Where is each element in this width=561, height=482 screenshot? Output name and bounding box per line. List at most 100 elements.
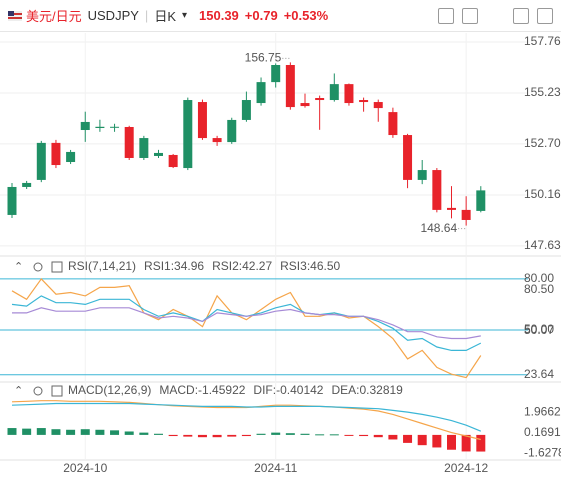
x-tick-label: 2024-11 xyxy=(254,461,297,475)
histogram-bar xyxy=(110,430,120,435)
histogram-bar xyxy=(22,428,32,435)
period-caret[interactable]: ▾ xyxy=(181,10,188,21)
candle-body xyxy=(403,135,413,180)
indicator-line xyxy=(11,295,482,351)
candle-body xyxy=(417,170,427,180)
candle-body xyxy=(95,126,105,128)
candle-body xyxy=(388,112,398,136)
histogram-bar xyxy=(183,434,193,437)
histogram-bar xyxy=(359,434,369,437)
high-annotation: 156.75 xyxy=(245,51,282,65)
histogram-bar xyxy=(256,433,266,435)
y-tick-label: 23.64 xyxy=(524,367,554,381)
histogram-bar xyxy=(227,434,237,437)
candle-body xyxy=(22,182,32,187)
candle-body xyxy=(359,100,369,103)
candle-body xyxy=(271,65,281,83)
low-annotation: 148.64 xyxy=(420,221,457,235)
histogram-bar xyxy=(476,434,486,452)
period[interactable]: 日K xyxy=(154,9,176,24)
panel-title: RSI(7,14,21) xyxy=(68,259,136,273)
indicator-button[interactable] xyxy=(462,8,478,24)
histogram-bar xyxy=(417,434,427,446)
legend-entry: MACD:-1.45922 xyxy=(159,383,245,397)
histogram-bar xyxy=(271,432,281,435)
candle-body xyxy=(110,126,120,128)
candle-body xyxy=(373,102,383,109)
indicator-line xyxy=(11,277,482,379)
y-tick-label: 147.63 xyxy=(524,238,561,252)
histogram-bar xyxy=(168,434,178,437)
candle-body xyxy=(256,82,266,104)
candle-body xyxy=(183,100,193,169)
candle-body xyxy=(241,100,251,120)
macd-controls[interactable]: ⌃ xyxy=(14,385,63,397)
histogram-bar xyxy=(241,434,251,437)
candle-type-button[interactable] xyxy=(537,8,553,24)
change-pct: +0.53% xyxy=(283,8,329,23)
candle-body xyxy=(285,65,295,108)
histogram-bar xyxy=(36,428,46,435)
legend-entry: RSI3:46.50 xyxy=(280,259,340,273)
y-tick-label: 152.70 xyxy=(524,136,561,150)
histogram-bar xyxy=(432,434,442,448)
y-tick-label: 50.00 xyxy=(524,322,554,336)
candle-body xyxy=(461,209,471,220)
candle-body xyxy=(447,207,456,210)
legend-entry: DEA:0.32819 xyxy=(331,383,403,397)
legend-entry: RSI1:34.96 xyxy=(144,259,204,273)
candle-body xyxy=(227,119,237,143)
x-tick-label: 2024-10 xyxy=(63,461,107,475)
histogram-bar xyxy=(95,429,105,435)
y-tick-label: 80.00 xyxy=(524,271,554,285)
candle-body xyxy=(154,152,163,156)
candle-body xyxy=(315,98,325,101)
expand-button[interactable] xyxy=(513,8,529,24)
histogram-bar xyxy=(447,434,456,450)
histogram-bar xyxy=(66,429,76,435)
histogram-bar xyxy=(124,431,134,435)
histogram-bar xyxy=(315,434,325,436)
legend-entry: DIF:-0.40142 xyxy=(253,383,323,397)
y-tick-label: 0.16919 xyxy=(524,425,561,439)
panel-title: MACD(12,26,9) xyxy=(68,383,151,397)
histogram-bar xyxy=(300,433,310,435)
candle-body xyxy=(66,151,76,163)
histogram-bar xyxy=(461,434,471,452)
histogram-bar xyxy=(154,433,163,435)
histogram-bar xyxy=(388,434,398,440)
price: 150.39 xyxy=(199,8,239,23)
value-marker-label: 50.07 xyxy=(524,323,554,337)
histogram-bar xyxy=(7,428,17,435)
histogram-bar xyxy=(139,432,149,435)
indicator-line xyxy=(12,307,481,340)
y-tick-label: 157.76 xyxy=(524,34,561,48)
histogram-bar xyxy=(373,434,383,438)
indicator-line xyxy=(11,402,482,432)
candle-body xyxy=(7,186,17,215)
rsi-controls[interactable]: ⌃ xyxy=(14,261,63,273)
histogram-bar xyxy=(212,434,222,438)
x-tick-label: 2024-12 xyxy=(444,461,488,475)
candle-body xyxy=(197,102,207,139)
y-tick-label: 150.16 xyxy=(524,187,561,201)
candle-body xyxy=(329,84,339,101)
candle-body xyxy=(212,138,222,143)
y-tick-label: 1.96621 xyxy=(524,405,561,419)
candle-body xyxy=(168,154,178,168)
candle-body xyxy=(476,190,486,211)
symbol: USDJPY xyxy=(87,8,139,23)
draw-button[interactable] xyxy=(438,8,454,24)
histogram-bar xyxy=(197,434,207,438)
y-tick-label: -1.62783 xyxy=(524,446,561,460)
value-marker-label: 80.50 xyxy=(524,282,554,296)
change: +0.79 xyxy=(244,8,278,23)
candle-body xyxy=(124,126,134,158)
divider: | xyxy=(144,8,149,23)
svg-text:⌃: ⌃ xyxy=(14,261,23,273)
candle-body xyxy=(36,142,46,180)
legend-entry: RSI2:42.27 xyxy=(212,259,272,273)
candle-body xyxy=(80,121,90,131)
